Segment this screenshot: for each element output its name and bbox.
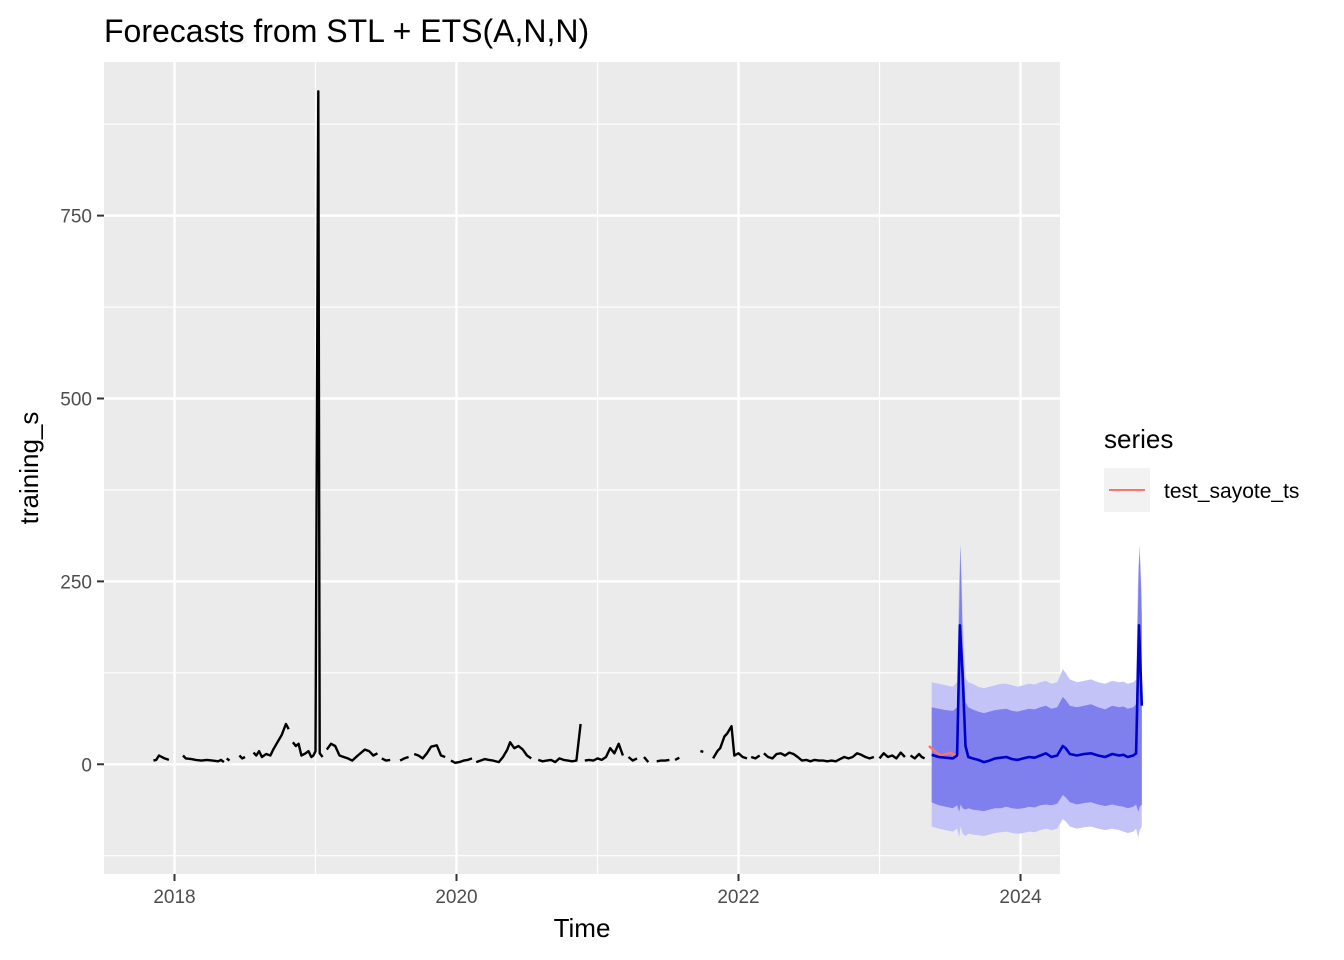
history-line-segment	[450, 757, 473, 764]
history-line-segment	[656, 758, 670, 763]
major-gridlines	[104, 62, 1060, 874]
history-line-segment	[878, 751, 906, 760]
series-lines	[153, 90, 1144, 764]
y-tick-label: 0	[81, 755, 92, 776]
history-line-segment	[475, 741, 532, 764]
history-line-segment	[643, 756, 650, 763]
legend-label: test_sayote_ts	[1164, 480, 1299, 503]
history-line-segment	[909, 752, 926, 760]
history-line-segment	[153, 754, 170, 762]
history-line-segment	[399, 755, 409, 762]
legend: series test_sayote_ts	[1104, 424, 1299, 512]
history-line-segment	[252, 722, 290, 759]
x-tick-label: 2020	[435, 887, 477, 908]
plot-panel	[104, 62, 1060, 874]
history-line-segment	[627, 756, 638, 762]
history-line-segment	[225, 757, 231, 762]
prediction-intervals	[931, 544, 1142, 838]
forecast-mean-line	[931, 623, 1144, 764]
y-tick-label: 750	[60, 207, 92, 228]
x-tick-label: 2024	[999, 887, 1042, 908]
test-series-line	[928, 745, 960, 759]
history-line-segment	[750, 754, 761, 760]
x-tick-label: 2018	[153, 887, 195, 908]
y-axis: 0 250 500 750	[60, 207, 104, 776]
history-line-segment	[712, 725, 748, 760]
history-line-segment	[763, 751, 875, 763]
y-tick-label: 500	[60, 390, 92, 411]
pi80-band	[931, 544, 1142, 812]
chart-title: Forecasts from STL + ETS(A,N,N)	[104, 13, 589, 49]
history-line-segment	[325, 742, 379, 762]
history-line-segment	[537, 723, 582, 764]
minor-gridlines	[104, 62, 1060, 874]
y-axis-title: training_s	[14, 412, 44, 525]
legend-title: series	[1104, 424, 1173, 454]
y-tick-label: 250	[60, 572, 92, 593]
history-line-segment	[413, 744, 446, 760]
history-line-segment	[584, 742, 625, 762]
x-tick-label: 2022	[717, 887, 759, 908]
x-axis: 2018 2020 2022 2024	[153, 874, 1042, 908]
history-line-segment	[291, 90, 324, 759]
history-line-segment	[674, 756, 680, 761]
history-line-segment	[182, 754, 225, 764]
history-line-segment	[238, 754, 246, 760]
x-axis-title: Time	[554, 913, 611, 943]
history-line-segment	[381, 757, 391, 762]
history-line-segment	[700, 749, 704, 753]
